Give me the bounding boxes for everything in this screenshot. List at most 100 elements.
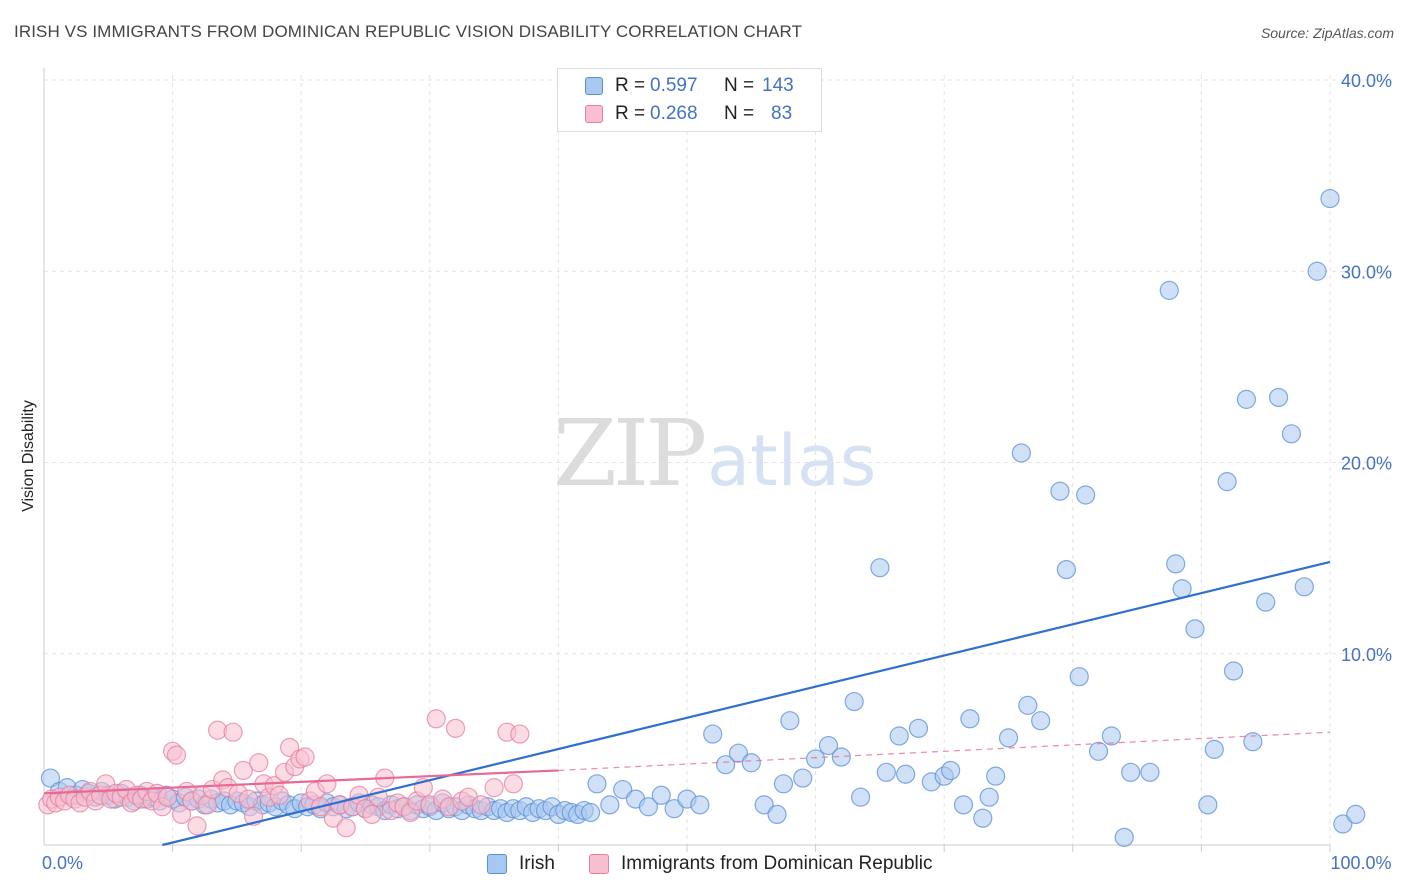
irish-point	[1018, 695, 1038, 715]
legend-swatch-dominican	[585, 105, 603, 123]
dominican-point	[249, 753, 269, 773]
watermark-zip: ZIP	[553, 400, 707, 507]
irish-point	[908, 718, 929, 738]
watermark: ZIPatlas	[553, 400, 876, 507]
irish-point	[805, 749, 826, 769]
irish-point	[831, 747, 851, 767]
irish-point	[690, 795, 710, 815]
dominican-point	[317, 774, 337, 794]
irish-point	[587, 774, 607, 794]
irish-point	[638, 797, 659, 817]
irish-point	[767, 804, 787, 825]
irish-point	[1204, 739, 1224, 759]
irish-point	[1268, 387, 1289, 408]
irish-point	[1114, 827, 1134, 847]
y-tick-label: 20.0%	[1341, 454, 1392, 474]
series-swatch-dominican	[589, 854, 609, 874]
legend-n-label: N =	[724, 103, 755, 124]
legend-r-label: R =	[615, 75, 646, 96]
irish-point	[889, 726, 909, 746]
irish-point	[1281, 424, 1302, 444]
irish-point	[1069, 667, 1089, 687]
dominican-point	[426, 709, 446, 729]
irish-point	[960, 709, 980, 729]
x-tick-label: 100.0%	[1330, 853, 1391, 873]
chart-title: IRISH VS IMMIGRANTS FROM DOMINICAN REPUB…	[14, 22, 803, 41]
irish-point	[870, 558, 890, 578]
irish-point	[1031, 711, 1051, 731]
legend-r-value: 0.597	[650, 75, 698, 96]
dominican-point	[503, 774, 523, 794]
irish-point	[715, 755, 736, 775]
dominican-point	[445, 718, 466, 738]
irish-trendline	[162, 560, 1331, 847]
dominican-point	[238, 789, 259, 809]
irish-point	[998, 728, 1019, 748]
irish-point	[664, 799, 684, 819]
irish-point	[1236, 389, 1257, 409]
irish-point	[1159, 280, 1179, 300]
irish-point	[876, 762, 896, 782]
irish-point	[1076, 485, 1096, 505]
irish-point	[1294, 577, 1314, 597]
source-label: Source: ZipAtlas.com	[1260, 25, 1394, 41]
irish-point	[1056, 559, 1076, 580]
irish-point	[1223, 661, 1244, 681]
irish-point	[844, 691, 864, 712]
irish-point	[1050, 481, 1070, 501]
watermark-atlas: atlas	[707, 420, 877, 502]
irish-point	[600, 795, 620, 815]
irish-point	[851, 787, 871, 807]
irish-point	[1243, 732, 1263, 752]
legend-swatch-irish	[585, 77, 603, 95]
legend-r-value: 0.268	[650, 103, 698, 124]
dominican-point	[484, 778, 504, 798]
irish-point	[651, 785, 671, 805]
irish-point	[1320, 188, 1340, 209]
irish-point	[979, 787, 999, 807]
irish-point	[793, 768, 813, 788]
irish-point	[1333, 814, 1353, 834]
irish-point	[613, 779, 633, 800]
legend-n-value: 143	[762, 75, 794, 96]
irish-point	[953, 795, 974, 815]
series-label-irish: Irish	[519, 853, 555, 874]
irish-point	[1172, 579, 1192, 599]
irish-point	[896, 764, 916, 784]
y-tick-label: 40.0%	[1341, 71, 1392, 91]
irish-point	[973, 808, 993, 828]
irish-point	[1217, 472, 1237, 492]
dominican-point	[510, 724, 530, 744]
series-legend: Irish Immigrants from Dominican Republic	[0, 852, 1406, 876]
dominican-point	[157, 787, 178, 807]
y-tick-label: 10.0%	[1341, 645, 1392, 665]
irish-point	[1140, 762, 1160, 782]
dominican-point	[187, 816, 207, 836]
irish-point	[773, 774, 794, 794]
y-axis-title: Vision Disability	[20, 400, 37, 512]
irish-point	[1256, 592, 1276, 612]
irish-point	[754, 795, 774, 815]
irish-point	[1198, 795, 1218, 815]
irish-point	[1185, 619, 1205, 639]
irish-point	[1101, 726, 1121, 746]
irish-point	[1011, 443, 1031, 463]
irish-point	[941, 760, 961, 781]
irish-point	[1307, 261, 1327, 281]
dominican-trendline-extension	[558, 731, 1331, 772]
dominican-point	[269, 785, 289, 805]
irish-point	[1121, 762, 1141, 782]
legend-n-value: 83	[771, 103, 793, 124]
dominican-point	[223, 722, 243, 742]
irish-point	[1088, 741, 1109, 761]
irish-point	[728, 743, 749, 763]
irish-point	[986, 766, 1006, 786]
dominican-point	[295, 747, 315, 767]
legend-r-label: R =	[615, 103, 646, 124]
y-tick-label: 30.0%	[1341, 262, 1392, 282]
dominican-point	[172, 804, 192, 825]
series-swatch-irish	[487, 854, 507, 874]
dominican-point	[233, 760, 253, 781]
dominican-point	[471, 795, 491, 815]
